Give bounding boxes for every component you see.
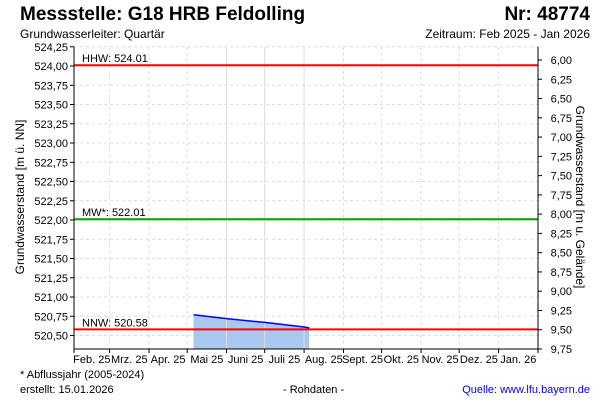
- x-tick-label: Nov. 25: [422, 354, 459, 366]
- y-right-tick-label: 7,25: [551, 151, 572, 163]
- y-right-tick-label: 6,00: [551, 55, 572, 67]
- plot-background: [74, 46, 538, 349]
- y-tick-label: 523,00: [34, 138, 68, 150]
- y-tick-label: 522,50: [34, 177, 68, 189]
- y-right-tick-label: 9,50: [551, 325, 572, 337]
- x-tick-label: Mai 25: [190, 354, 223, 366]
- y-tick-label: 523,75: [34, 80, 68, 92]
- x-tick-label: Okt. 25: [384, 354, 419, 366]
- y-tick-label: 521,00: [34, 292, 68, 304]
- x-tick-label: Dez. 25: [460, 354, 498, 366]
- y-tick-label: 520,75: [34, 311, 68, 323]
- station-number: Nr: 48774: [504, 4, 590, 25]
- series-line: [193, 313, 310, 329]
- reference-label: NNW: 520.58: [82, 317, 148, 329]
- reference-label: HHW: 524.01: [82, 53, 148, 65]
- x-tick-label: Sept. 25: [342, 354, 383, 366]
- y-right-tick-label: 6,25: [551, 74, 572, 86]
- y-tick-label: 522,00: [34, 215, 68, 227]
- x-tick-label: Feb. 25: [73, 354, 110, 366]
- y-tick-label: 524,00: [34, 61, 68, 73]
- created-date: erstellt: 15.01.2026: [20, 384, 114, 396]
- y-right-tick-label: 9,00: [551, 286, 572, 298]
- x-tick-label: Apr. 25: [151, 354, 186, 366]
- y-right-tick-label: 7,50: [551, 171, 572, 183]
- y-right-tick-label: 8,25: [551, 228, 572, 240]
- y-tick-label: 521,25: [34, 273, 68, 285]
- y-tick-label: 521,50: [34, 254, 68, 266]
- y-right-tick-label: 7,00: [551, 132, 572, 144]
- station-title: Messstelle: G18 HRB Feldolling: [20, 4, 306, 25]
- y-tick-label: 524,25: [34, 42, 68, 54]
- period: Zeitraum: Feb 2025 - Jan 2026: [425, 27, 590, 41]
- x-tick-label: Aug. 25: [305, 354, 343, 366]
- y-right-tick-label: 8,75: [551, 267, 572, 279]
- y-tick-label: 521,75: [34, 234, 68, 246]
- footnote: * Abflussjahr (2005-2024): [20, 369, 145, 381]
- x-tick-label: Juli 25: [268, 354, 300, 366]
- x-tick-label: Mrz. 25: [111, 354, 148, 366]
- source-link[interactable]: Quelle: www.lfu.bayern.de: [462, 384, 590, 396]
- y-right-tick-label: 8,50: [551, 248, 572, 260]
- aquifer: Grundwasserleiter: Quartär: [20, 27, 165, 41]
- y-tick-label: 522,25: [34, 196, 68, 208]
- y-right-tick-label: 7,75: [551, 190, 572, 202]
- reference-label: MW*: 522.01: [82, 207, 146, 219]
- series-area: [193, 314, 310, 349]
- y-tick-label: 523,50: [34, 100, 68, 112]
- y-right-tick-label: 6,50: [551, 94, 572, 106]
- y-tick-label: 520,50: [34, 331, 68, 343]
- y-right-tick-label: 9,75: [551, 344, 572, 356]
- x-tick-label: Juni 25: [228, 354, 263, 366]
- raw-data-note: - Rohdaten -: [283, 384, 345, 396]
- y-right-tick-label: 6,75: [551, 113, 572, 125]
- y-tick-label: 522,75: [34, 157, 68, 169]
- x-tick-label: Jan. 26: [500, 354, 536, 366]
- y-right-tick-label: 9,25: [551, 305, 572, 317]
- y-tick-label: 523,25: [34, 119, 68, 131]
- y-right-tick-label: 8,00: [551, 209, 572, 221]
